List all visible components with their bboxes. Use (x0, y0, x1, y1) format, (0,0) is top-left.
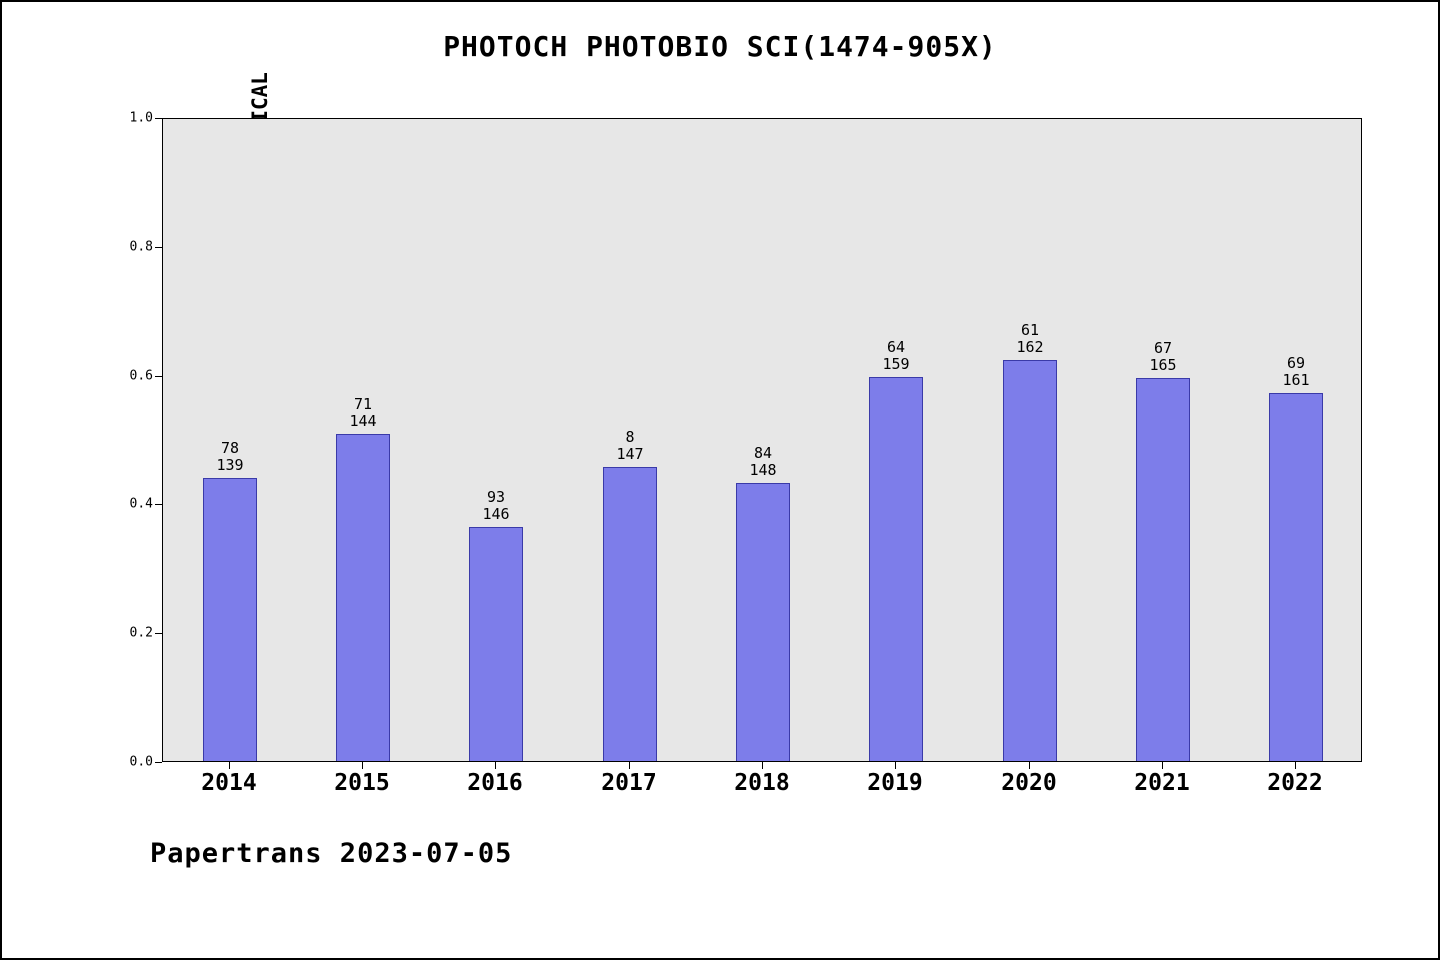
bar-value-label-2020: 61 162 (1016, 320, 1044, 356)
x-tick-mark-2017 (629, 762, 630, 769)
bar-value-label-2018: 84 148 (749, 443, 777, 479)
x-tick-label-2015: 2015 (334, 770, 390, 796)
bar-2017 (603, 467, 657, 761)
bar-2021 (1136, 378, 1190, 761)
bar-2014 (203, 478, 257, 761)
x-tick-label-2016: 2016 (467, 770, 523, 796)
bar-value-label-2022: 69 161 (1282, 353, 1310, 389)
x-tick-mark-2014 (229, 762, 230, 769)
x-tick-label-2018: 2018 (734, 770, 790, 796)
y-tick-mark-0.0 (155, 762, 162, 763)
x-tick-mark-2016 (495, 762, 496, 769)
bar-2020 (1003, 360, 1057, 761)
bar-2019 (869, 377, 923, 761)
x-tick-mark-2018 (762, 762, 763, 769)
x-tick-label-2014: 2014 (201, 770, 257, 796)
y-tick-mark-0.8 (155, 247, 162, 248)
x-tick-label-2020: 2020 (1001, 770, 1057, 796)
y-tick-mark-1.0 (155, 118, 162, 119)
bar-value-label-2017: 8 147 (616, 427, 644, 463)
bar-value-label-2016: 93 146 (482, 487, 510, 523)
x-tick-label-2017: 2017 (601, 770, 657, 796)
footer-source-date: Papertrans 2023-07-05 (150, 838, 513, 869)
bar-2022 (1269, 393, 1323, 761)
bar-value-label-2014: 78 139 (216, 438, 244, 474)
bar-value-label-2021: 67 165 (1149, 338, 1177, 374)
y-tick-label-0.0: 0.0 (129, 754, 153, 770)
bar-value-label-2019: 64 159 (882, 337, 910, 373)
bar-2016 (469, 527, 523, 761)
x-tick-mark-2019 (895, 762, 896, 769)
y-tick-label-1.0: 1.0 (129, 110, 153, 126)
bar-2018 (736, 483, 790, 761)
x-tick-label-2022: 2022 (1267, 770, 1323, 796)
x-tick-mark-2015 (362, 762, 363, 769)
y-tick-label-0.6: 0.6 (129, 368, 153, 384)
x-tick-mark-2021 (1162, 762, 1163, 769)
x-tick-label-2019: 2019 (867, 770, 923, 796)
plot-area: 78 139 71 144 93 146 8 147 84 148 64 159 61 16… (162, 118, 1362, 762)
y-tick-label-0.2: 0.2 (129, 625, 153, 641)
bar-2015 (336, 434, 390, 761)
y-tick-label-0.8: 0.8 (129, 239, 153, 255)
y-tick-mark-0.6 (155, 376, 162, 377)
x-tick-label-2021: 2021 (1134, 770, 1190, 796)
chart-title: PHOTOCH PHOTOBIO SCI(1474-905X) (443, 30, 997, 63)
x-tick-mark-2020 (1029, 762, 1030, 769)
x-tick-mark-2022 (1295, 762, 1296, 769)
y-tick-label-0.4: 0.4 (129, 496, 153, 512)
y-tick-mark-0.4 (155, 504, 162, 505)
y-tick-mark-0.2 (155, 633, 162, 634)
bar-value-label-2015: 71 144 (349, 394, 377, 430)
